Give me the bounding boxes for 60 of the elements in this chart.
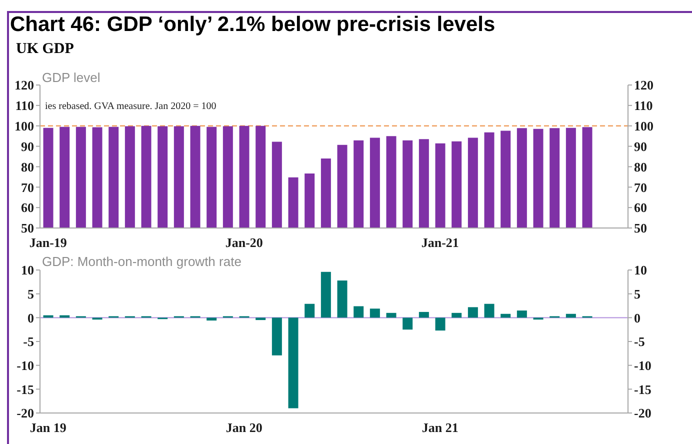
bar: [272, 318, 282, 356]
y-axis-title: GDP: Month-on-month growth rate: [42, 254, 242, 269]
x-tick-label: Jan-21: [421, 235, 459, 250]
y2-tick-label: 100: [634, 118, 654, 134]
bar: [500, 314, 511, 318]
y-axis-title: GDP level: [42, 70, 100, 85]
bar: [288, 318, 298, 408]
bar: [256, 318, 266, 320]
y-tick-label: 120: [14, 78, 34, 93]
y2-tick-label: 120: [634, 78, 654, 93]
y-tick-label: 10: [21, 262, 34, 278]
y-tick-label: -15: [16, 382, 34, 397]
y2-tick-label: 50: [634, 220, 647, 236]
bar: [320, 272, 331, 318]
bar: [468, 307, 478, 318]
y2-tick-label: 5: [634, 286, 641, 302]
y-tick-label: 110: [15, 98, 34, 114]
y-tick-label: 5: [28, 286, 34, 302]
x-tick-label: Jan-20: [225, 235, 263, 250]
x-tick-label: Jan-19: [29, 235, 68, 250]
x-tick-label: Jan 21: [422, 420, 458, 435]
y2-tick-label: 10: [634, 262, 647, 278]
bar: [516, 310, 527, 318]
y2-tick-label: 90: [634, 138, 647, 154]
bar: [304, 304, 315, 318]
bar: [418, 312, 429, 318]
y2-tick-label: -15: [634, 382, 652, 397]
y2-tick-label: 80: [634, 159, 647, 174]
bar: [337, 280, 348, 318]
x-tick-label: Jan 20: [226, 420, 262, 435]
y-tick-label: -5: [23, 334, 34, 350]
y-tick-label: 80: [21, 159, 34, 174]
y-tick-label: -20: [16, 406, 34, 421]
bar: [435, 318, 446, 331]
y-tick-label: 90: [21, 138, 34, 154]
y2-tick-label: 60: [634, 200, 647, 216]
y-tick-label: 70: [21, 180, 34, 195]
y-tick-label: 100: [14, 118, 34, 134]
bar: [484, 304, 494, 318]
bar: [354, 306, 364, 318]
y2-tick-label: 110: [634, 98, 653, 114]
y-tick-label: 50: [21, 220, 34, 236]
bar: [566, 314, 576, 318]
y2-tick-label: -20: [634, 406, 652, 421]
y-tick-label: -10: [16, 358, 34, 373]
bar: [386, 312, 396, 318]
bar: [452, 312, 462, 318]
bar: [402, 318, 413, 330]
bar: [206, 318, 217, 321]
y-tick-label: 0: [28, 310, 34, 326]
y2-tick-label: 0: [634, 310, 640, 326]
y2-tick-label: -5: [634, 334, 646, 350]
y2-tick-label: -10: [634, 358, 652, 373]
annotation: ies rebased. GVA measure. Jan 2020 = 100: [45, 101, 216, 113]
y-tick-label: 60: [21, 200, 34, 216]
y2-tick-label: 70: [634, 180, 647, 195]
chart-subtitle: UK GDP: [16, 40, 74, 58]
bar: [370, 308, 380, 318]
x-tick-label: Jan 19: [30, 420, 67, 435]
chart-title: Chart 46: GDP ‘only’ 2.1% below pre-crisis levels: [10, 13, 496, 37]
